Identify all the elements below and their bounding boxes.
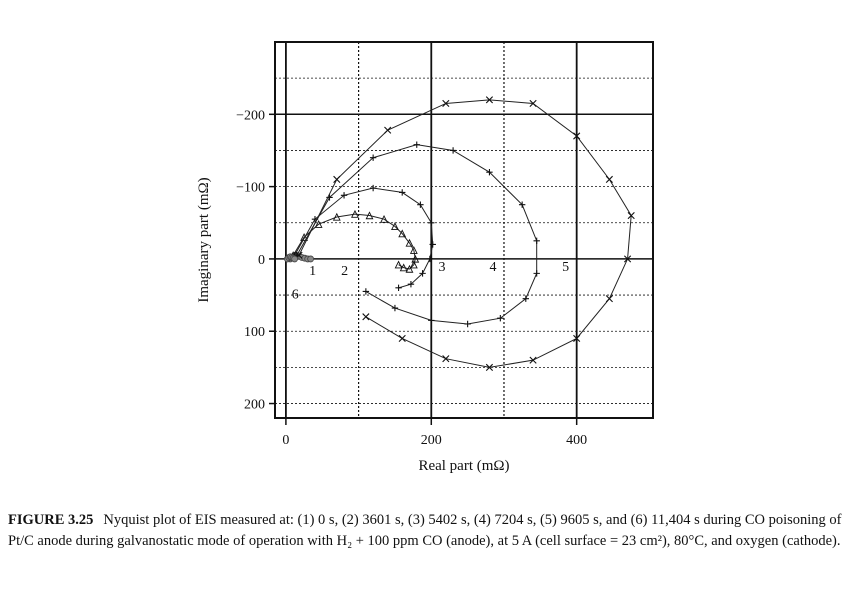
series-layer: 1 2 3 4 5 6	[283, 96, 635, 371]
data-point	[605, 175, 613, 183]
data-point	[485, 96, 494, 104]
data-point	[426, 255, 434, 263]
data-point	[429, 241, 436, 248]
data-point	[332, 212, 341, 221]
x-tick-label: 0	[282, 433, 289, 448]
data-point	[529, 99, 537, 108]
data-point	[391, 304, 399, 312]
figure-label: FIGURE 3.25	[8, 512, 94, 528]
data-point	[497, 315, 504, 322]
y-tick-label: −200	[236, 108, 265, 123]
data-point	[394, 260, 403, 269]
data-point	[405, 238, 414, 247]
data-point	[351, 209, 359, 218]
data-point	[395, 284, 402, 292]
tick-layer: 0 200 400 −200 −100 0 100 200	[236, 108, 587, 448]
series-label: 2	[341, 264, 348, 279]
y-axis-label: Imaginary part (mΩ)	[196, 177, 212, 302]
x-axis-label: Real part (mΩ)	[418, 458, 509, 474]
data-point	[522, 295, 529, 302]
data-point	[428, 317, 435, 324]
data-point	[314, 220, 323, 228]
y-tick-label: 100	[244, 325, 265, 340]
y-tick-label: 200	[244, 398, 265, 413]
data-point	[533, 270, 540, 277]
series-5: 5	[295, 96, 635, 371]
data-point	[384, 126, 392, 134]
y-tick-label: −100	[236, 181, 265, 196]
series-6: 6	[283, 253, 299, 303]
data-point	[573, 334, 581, 343]
data-point	[428, 219, 435, 226]
data-point	[419, 270, 426, 277]
data-point	[399, 189, 406, 196]
data-point	[340, 192, 348, 199]
y-tick-label: 0	[258, 253, 265, 268]
data-point	[307, 255, 315, 263]
grid-layer	[275, 42, 653, 418]
figure-caption: FIGURE 3.25 Nyquist plot of EIS measured …	[8, 510, 858, 552]
data-point	[398, 334, 406, 343]
series-label: 1	[309, 264, 316, 279]
data-point	[442, 355, 450, 363]
data-point	[369, 184, 377, 192]
data-point	[333, 175, 341, 183]
data-point	[529, 356, 537, 364]
data-point	[300, 233, 309, 241]
data-point	[409, 246, 418, 254]
data-point	[417, 201, 424, 208]
data-point	[405, 264, 414, 273]
data-point	[518, 201, 526, 208]
series-line	[294, 187, 434, 289]
data-point	[409, 260, 418, 269]
data-point	[411, 254, 420, 263]
data-point	[464, 320, 471, 328]
data-point	[442, 99, 450, 108]
x-tick-label: 400	[566, 433, 587, 448]
data-point	[486, 168, 493, 176]
series-label: 3	[439, 260, 446, 275]
data-point	[627, 211, 635, 220]
plot-frame	[274, 41, 654, 419]
series-label: 6	[292, 288, 299, 303]
data-point	[362, 313, 370, 321]
data-point	[291, 255, 299, 263]
data-point	[573, 132, 581, 140]
caption-text: Nyquist plot of EIS measured at: (1) 0 s…	[8, 512, 842, 549]
data-point	[362, 288, 370, 295]
data-point	[605, 295, 613, 303]
series-label: 4	[489, 260, 496, 275]
data-point	[449, 147, 457, 154]
data-point	[365, 211, 374, 220]
series-3: 3	[291, 184, 446, 292]
data-point	[380, 214, 388, 223]
data-point	[413, 141, 420, 148]
data-point	[485, 363, 494, 371]
data-point	[533, 237, 540, 245]
series-4: 4	[293, 141, 540, 328]
data-point	[369, 154, 377, 161]
data-point	[398, 229, 407, 238]
nyquist-chart: 0 200 400 −200 −100 0 100 200 1 2 3 4 5 6 Real part …	[196, 41, 654, 474]
data-point	[407, 281, 415, 288]
series-line	[296, 144, 538, 325]
x-tick-label: 200	[421, 433, 442, 448]
data-point	[391, 222, 399, 231]
series-2: 2	[289, 209, 420, 279]
series-line	[298, 99, 632, 368]
data-point	[623, 255, 632, 263]
series-label: 5	[562, 260, 569, 275]
